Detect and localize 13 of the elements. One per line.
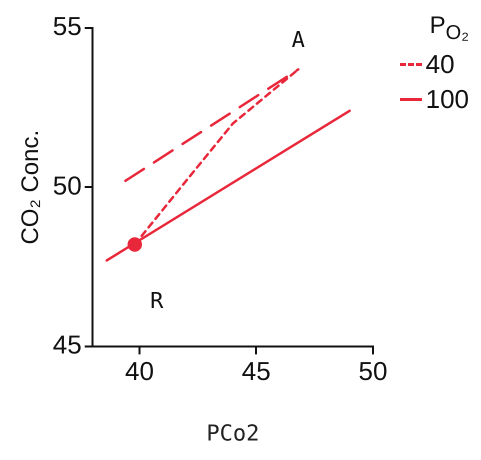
- y-axis-title: CO₂ Conc.: [17, 130, 44, 245]
- annotation: R: [150, 289, 164, 314]
- legend-label: 40: [426, 48, 455, 80]
- x-axis-title: PCo2: [206, 422, 260, 447]
- legend-label: 100: [426, 84, 469, 115]
- annotation: A: [292, 28, 305, 54]
- legend-title: P$_{O₂}$: [428, 12, 469, 45]
- x-tick-label: 40: [124, 356, 154, 386]
- x-tick-label: 50: [358, 356, 388, 386]
- y-tick-label: 55: [52, 11, 82, 42]
- y-tick-label: 50: [52, 170, 82, 200]
- x-tick-label: 45: [242, 356, 271, 386]
- y-tick-label: 45: [52, 330, 82, 360]
